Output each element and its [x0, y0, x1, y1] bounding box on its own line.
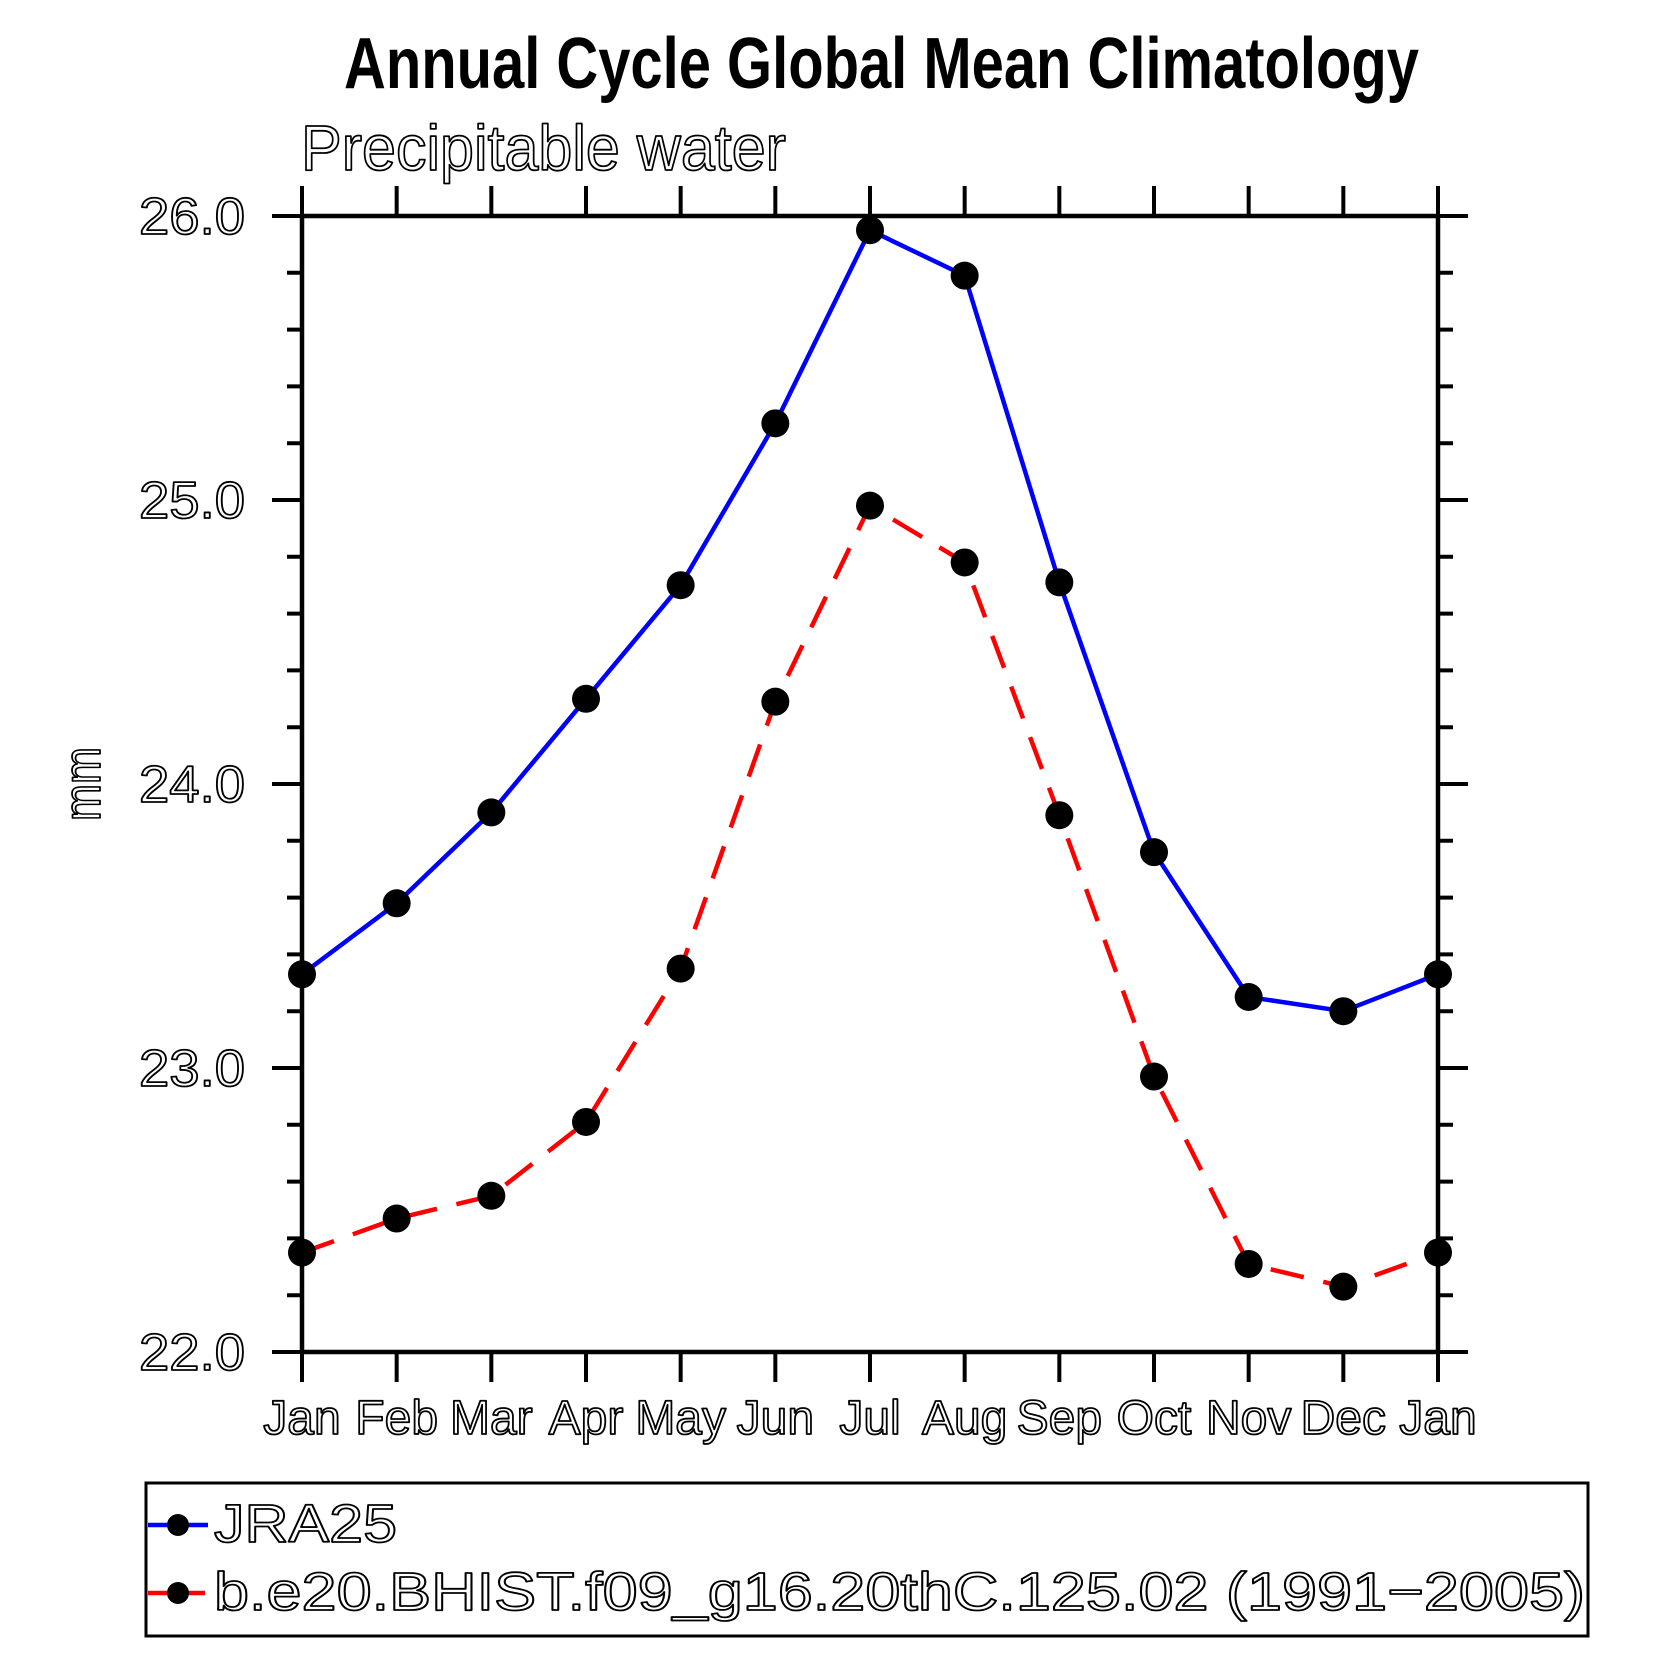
y-tick-labels: 26.0 25.0 24.0 23.0 22.0: [138, 187, 246, 1383]
data-point: [572, 1107, 600, 1136]
legend: JRA25 b.e20.BHIST.f09_g16.20thC.125.02 (…: [144, 1481, 1590, 1638]
y-axis-title: mm: [54, 747, 112, 821]
x-tick-label: Mar: [450, 1392, 533, 1445]
chart-title: Annual Cycle Global Mean Climatology: [344, 24, 1419, 104]
data-point: [950, 261, 979, 290]
data-point: [477, 798, 506, 827]
data-point: [856, 491, 884, 520]
data-point: [1329, 997, 1358, 1026]
data-point: [950, 548, 979, 577]
x-tick-label: Aug: [922, 1392, 1007, 1445]
x-tick-label: Nov: [1206, 1392, 1291, 1445]
data-point: [1045, 801, 1074, 830]
series-line-0: [300, 227, 1439, 1014]
legend-label-model: b.e20.BHIST.f09_g16.20thC.125.02 (1991−2…: [214, 1562, 1585, 1622]
legend-sample-marker-1: [167, 1582, 189, 1604]
data-point: [1045, 568, 1074, 597]
y-tick-label: 26.0: [139, 188, 245, 246]
x-tick-label: Jun: [737, 1392, 814, 1445]
x-tick-label: Oct: [1117, 1392, 1192, 1445]
chart-subtitle: Precipitable water: [301, 112, 786, 184]
data-point: [856, 216, 884, 245]
y-tick-label: 25.0: [139, 472, 245, 530]
axes: [272, 186, 1468, 1382]
x-tick-labels: Jan Feb Mar Apr May Jun Jul Aug Sep Oct …: [262, 1391, 1477, 1446]
data-point: [1140, 1062, 1168, 1091]
data-point: [666, 571, 695, 600]
y-tick-label: 24.0: [139, 756, 245, 814]
data-point: [1424, 1238, 1452, 1267]
data-point: [761, 409, 790, 438]
data-point: [288, 1238, 316, 1267]
legend-samples: [148, 1514, 208, 1604]
data-point: [1234, 1249, 1263, 1278]
plot-frame: [299, 213, 1441, 1355]
x-tick-label: Jan: [263, 1392, 340, 1445]
data-point: [1424, 960, 1452, 989]
data-point: [382, 889, 411, 918]
data-point: [477, 1181, 506, 1210]
x-tick-label: Jan: [1399, 1392, 1476, 1445]
y-tick-label: 23.0: [139, 1040, 245, 1098]
data-point: [761, 687, 790, 716]
x-tick-label: May: [635, 1392, 726, 1445]
data-point: [382, 1204, 411, 1233]
legend-box: [144, 1481, 1590, 1638]
data-point: [1329, 1272, 1358, 1301]
data-point: [666, 954, 695, 983]
series-line-1: [301, 503, 1439, 1289]
legend-label-jra25: JRA25: [214, 1494, 397, 1554]
data-point: [572, 684, 600, 713]
data-point: [1140, 838, 1168, 867]
data-point: [1234, 983, 1263, 1011]
axis-ticks: [272, 186, 1468, 1382]
data-point: [288, 960, 316, 989]
x-tick-label: Sep: [1017, 1392, 1102, 1445]
legend-sample-marker-0: [167, 1514, 189, 1536]
x-tick-label: Jul: [839, 1392, 900, 1445]
x-tick-label: Apr: [549, 1392, 624, 1445]
x-tick-label: Dec: [1301, 1392, 1386, 1445]
data-series: [288, 216, 1452, 1301]
y-tick-label: 22.0: [139, 1324, 245, 1382]
x-tick-label: Feb: [355, 1392, 438, 1445]
